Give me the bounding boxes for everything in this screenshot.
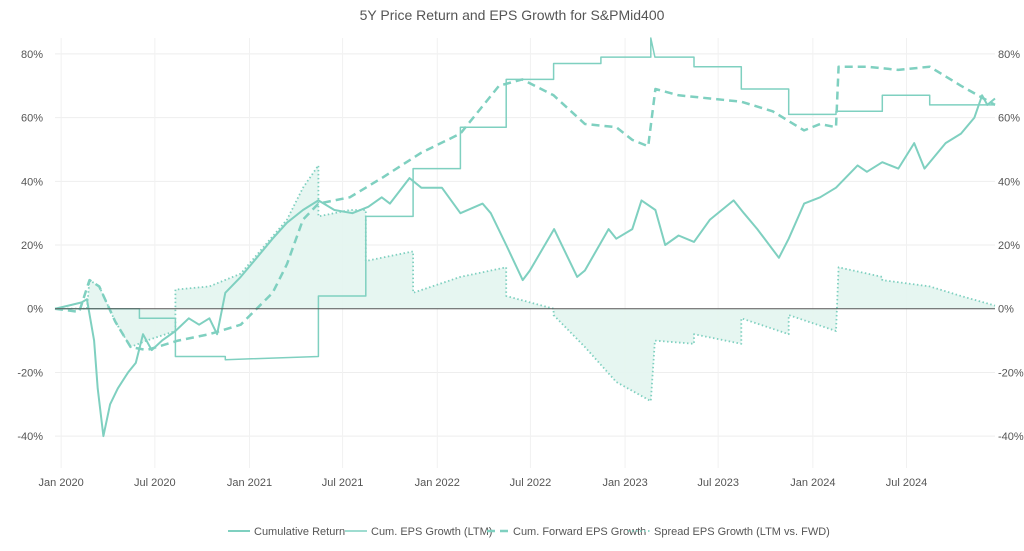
legend-label: Spread EPS Growth (LTM vs. FWD) <box>654 526 830 538</box>
legend-label: Cum. EPS Growth (LTM) <box>371 526 492 538</box>
legend-label: Cumulative Return <box>254 526 345 538</box>
grid <box>55 38 995 468</box>
y-tick-label-left: 0% <box>27 304 43 316</box>
y-tick-label-right: 0% <box>998 304 1014 316</box>
series-line-3 <box>55 164 996 402</box>
y-tick-label-left: 80% <box>21 49 43 61</box>
y-tick-label-right: -20% <box>998 367 1024 379</box>
x-tick-label: Jan 2021 <box>227 477 272 489</box>
x-tick-label: Jul 2023 <box>697 477 739 489</box>
x-tick-label: Jul 2024 <box>886 477 928 489</box>
spread-fill-path <box>55 165 995 402</box>
legend: Cumulative Return Cum. EPS Growth (LTM) Cu… <box>228 526 830 538</box>
series-lines <box>54 37 996 438</box>
x-tick-label: Jan 2024 <box>790 477 835 489</box>
series-line-0 <box>54 94 996 438</box>
x-tick-label: Jan 2020 <box>39 477 84 489</box>
y-tick-label-right: 20% <box>998 240 1020 252</box>
y-tick-label-left: 40% <box>21 176 43 188</box>
y-tick-label-right: 60% <box>998 113 1020 125</box>
x-tick-label: Jan 2023 <box>602 477 647 489</box>
legend-label: Cum. Forward EPS Growth <box>513 526 646 538</box>
x-tick-label: Jul 2022 <box>510 477 552 489</box>
y-tick-label-right: 80% <box>998 49 1020 61</box>
y-tick-label-left: -40% <box>17 431 43 443</box>
x-tick-label: Jul 2020 <box>134 477 176 489</box>
y-tick-label-right: 40% <box>998 176 1020 188</box>
y-tick-label-left: -20% <box>17 367 43 379</box>
y-tick-label-left: 60% <box>21 113 43 125</box>
axes: -40% -40% -20% -20% 0% 0% 20% 20% 40% 40% 60% 60% 80… <box>17 49 1024 489</box>
y-tick-label-right: -40% <box>998 431 1024 443</box>
series-line-2 <box>54 65 996 352</box>
chart-title: 5Y Price Return and EPS Growth for S&PMi… <box>360 7 665 23</box>
spread-fill-area <box>55 165 995 402</box>
x-tick-label: Jan 2022 <box>415 477 460 489</box>
y-tick-label-left: 20% <box>21 240 43 252</box>
series-line-1 <box>55 37 995 361</box>
x-tick-label: Jul 2021 <box>322 477 364 489</box>
